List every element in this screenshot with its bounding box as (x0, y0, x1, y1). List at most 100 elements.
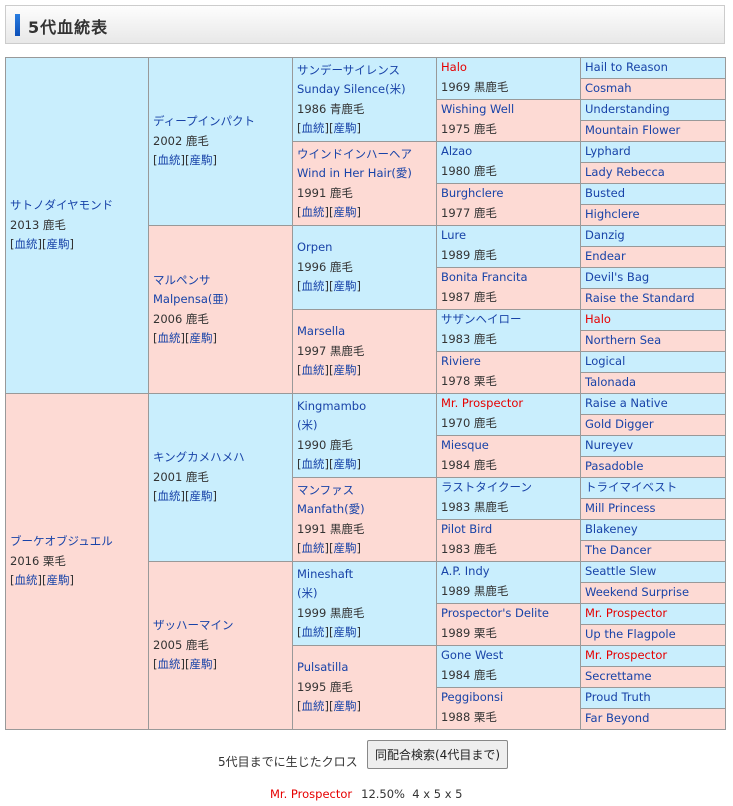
horse-name-link[interactable]: Far Beyond (585, 711, 650, 726)
horse-name-link[interactable]: Halo (441, 60, 467, 74)
pedigree-cell-gen5: Mill Princess (580, 498, 726, 520)
horse-name-link[interactable]: Bonita Francita (441, 270, 528, 284)
horse-english-name[interactable]: Wind in Her Hair(愛) (297, 166, 412, 180)
horse-name-link[interactable]: Alzao (441, 144, 473, 158)
pedigree-link[interactable]: 血統 (157, 153, 181, 168)
horse-name-link[interactable]: Raise the Standard (585, 291, 695, 306)
horse-name-link[interactable]: Secrettame (585, 669, 652, 684)
horse-name-link[interactable]: ウインドインハーヘア (297, 146, 412, 161)
horse-name-link[interactable]: Highclere (585, 207, 640, 222)
horse-name-link[interactable]: Wishing Well (441, 102, 515, 116)
offspring-link[interactable]: 産駒 (189, 331, 213, 345)
horse-name-line: Mr. Prospector (585, 647, 721, 666)
horse-name-link[interactable]: Logical (585, 354, 626, 369)
horse-name-link[interactable]: Endear (585, 249, 626, 264)
horse-name-link[interactable]: Orpen (297, 240, 333, 255)
offspring-link[interactable]: 産駒 (333, 279, 357, 294)
pedigree-link[interactable]: 血統 (157, 657, 181, 672)
horse-name-link[interactable]: Pilot Bird (441, 522, 493, 536)
horse-name-link[interactable]: Mineshaft (297, 566, 354, 581)
pedigree-link[interactable]: 血統 (301, 541, 325, 555)
horse-name-link[interactable]: Understanding (585, 102, 670, 117)
horse-name-link[interactable]: Lure (441, 228, 467, 242)
offspring-link[interactable]: 産駒 (189, 153, 213, 168)
horse-name-link[interactable]: マンファス (297, 482, 355, 497)
horse-name-link[interactable]: Nureyev (585, 438, 634, 453)
pedigree-link[interactable]: 血統 (301, 699, 325, 714)
horse-english-name[interactable]: (米) (297, 586, 318, 600)
horse-name-link[interactable]: Riviere (441, 354, 481, 368)
horse-name-link[interactable]: Blakeney (585, 522, 638, 537)
horse-name-link[interactable]: ディープインパクト (153, 114, 256, 129)
pedigree-link[interactable]: 血統 (301, 121, 325, 135)
horse-name-link[interactable]: Mill Princess (585, 501, 656, 516)
horse-name-link[interactable]: マルペンサ (153, 272, 211, 287)
pedigree-link[interactable]: 血統 (301, 279, 325, 294)
horse-name-link[interactable]: Gone West (441, 648, 504, 662)
horse-name-link[interactable]: Miesque (441, 438, 489, 452)
horse-name-link[interactable]: Mountain Flower (585, 123, 681, 138)
horse-name-link[interactable]: Devil's Bag (585, 270, 650, 285)
horse-name-link[interactable]: Lyphard (585, 144, 631, 159)
pedigree-link[interactable]: 血統 (157, 489, 181, 504)
horse-name-link[interactable]: Danzig (585, 228, 625, 243)
horse-name-link[interactable]: Hail to Reason (585, 60, 668, 75)
offspring-link[interactable]: 産駒 (189, 657, 213, 672)
offspring-link[interactable]: 産駒 (333, 625, 357, 639)
horse-name-link[interactable]: サザンヘイロー (441, 312, 522, 326)
horse-name-link[interactable]: Seattle Slew (585, 564, 657, 579)
horse-name-link[interactable]: Marsella (297, 324, 346, 339)
same-mating-search-button[interactable]: 同配合検索(4代目まで) (367, 740, 508, 769)
horse-name-link[interactable]: Gold Digger (585, 417, 654, 432)
horse-name-link[interactable]: Raise a Native (585, 396, 668, 411)
offspring-link[interactable]: 産駒 (333, 205, 357, 219)
horse-english-name[interactable]: Sunday Silence(米) (297, 82, 406, 96)
horse-name-link[interactable]: ブーケオブジュエル (10, 534, 113, 549)
horse-name-link[interactable]: Mr. Prospector (585, 606, 668, 621)
offspring-link[interactable]: 産駒 (46, 237, 70, 252)
horse-name-link[interactable]: Northern Sea (585, 333, 662, 348)
horse-name-link[interactable]: キングカメハメハ (153, 450, 245, 465)
horse-name-link[interactable]: The Dancer (585, 543, 652, 558)
cross-horse-link[interactable]: Mr. Prospector (270, 787, 353, 801)
offspring-link[interactable]: 産駒 (189, 489, 213, 504)
horse-name-link[interactable]: Talonada (585, 375, 637, 390)
horse-name-link[interactable]: Mr. Prospector (585, 648, 668, 663)
horse-name-link[interactable]: Weekend Surprise (585, 585, 690, 600)
horse-name-link[interactable]: Prospector's Delite (441, 606, 549, 620)
horse-name-link[interactable]: ザッハーマイン (153, 618, 234, 633)
horse-name-link[interactable]: Pulsatilla (297, 660, 349, 675)
offspring-link[interactable]: 産駒 (333, 457, 357, 471)
pedigree-link[interactable]: 血統 (14, 237, 38, 252)
horse-name-link[interactable]: Cosmah (585, 81, 632, 96)
pedigree-link[interactable]: 血統 (301, 363, 325, 378)
pedigree-link[interactable]: 血統 (301, 625, 325, 639)
horse-name-link[interactable]: Peggibonsi (441, 690, 504, 704)
horse-name-link[interactable]: Pasadoble (585, 459, 644, 474)
horse-name-link[interactable]: Burghclere (441, 186, 504, 200)
horse-name-link[interactable]: A.P. Indy (441, 564, 490, 578)
offspring-link[interactable]: 産駒 (46, 573, 70, 588)
horse-name-link[interactable]: Proud Truth (585, 690, 651, 705)
horse-name-link[interactable]: Mr. Prospector (441, 396, 524, 410)
horse-name-link[interactable]: Lady Rebecca (585, 165, 665, 180)
horse-english-name[interactable]: Manfath(愛) (297, 502, 365, 516)
horse-name-link[interactable]: サンデーサイレンス (297, 62, 401, 77)
horse-name-link[interactable]: トライマイベスト (585, 480, 678, 495)
offspring-link[interactable]: 産駒 (333, 699, 357, 714)
horse-name-link[interactable]: Up the Flagpole (585, 627, 676, 642)
horse-name-link[interactable]: ラストタイクーン (441, 480, 532, 494)
pedigree-link[interactable]: 血統 (14, 573, 38, 588)
horse-name-link[interactable]: Halo (585, 312, 611, 327)
horse-english-name[interactable]: Malpensa(亜) (153, 292, 229, 306)
pedigree-link[interactable]: 血統 (301, 457, 325, 471)
offspring-link[interactable]: 産駒 (333, 121, 357, 135)
horse-english-name[interactable]: (米) (297, 418, 318, 432)
offspring-link[interactable]: 産駒 (333, 541, 357, 555)
pedigree-link[interactable]: 血統 (157, 331, 181, 345)
pedigree-link[interactable]: 血統 (301, 205, 325, 219)
horse-name-link[interactable]: Busted (585, 186, 626, 201)
horse-name-link[interactable]: サトノダイヤモンド (10, 198, 114, 213)
horse-name-link[interactable]: Kingmambo (297, 398, 367, 413)
offspring-link[interactable]: 産駒 (333, 363, 357, 378)
